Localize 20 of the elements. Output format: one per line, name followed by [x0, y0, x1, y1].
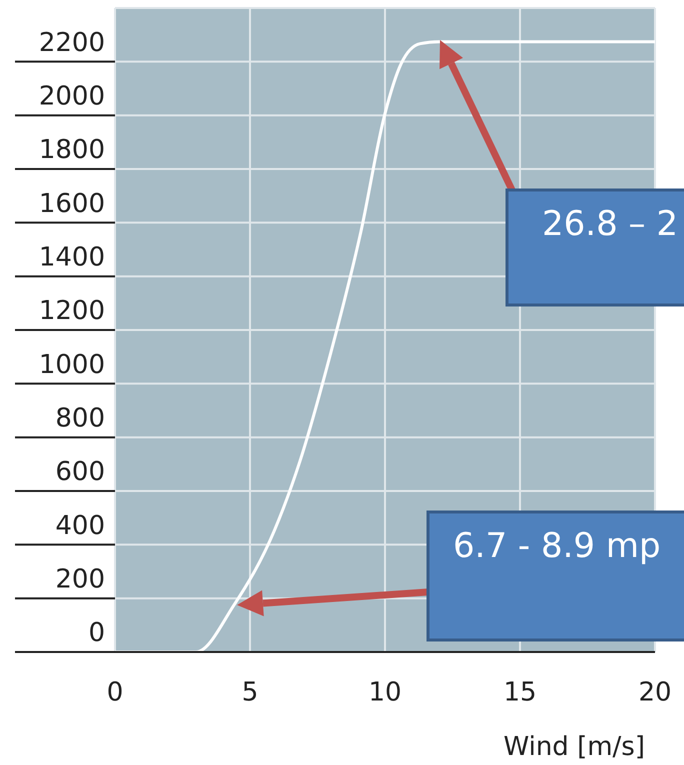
y-tick-label: 1000 — [38, 350, 105, 380]
y-tick-label: 1800 — [38, 135, 105, 166]
x-tick-label: 20 — [638, 677, 672, 708]
y-tick-label: 600 — [55, 457, 105, 488]
y-tick-label: 0 — [88, 618, 105, 648]
y-tick-label: 1600 — [38, 188, 105, 219]
y-tick-label: 1400 — [38, 242, 105, 273]
y-tick-label: 2200 — [38, 28, 105, 58]
x-tick-label: 10 — [368, 677, 402, 708]
y-tick-label: 2000 — [38, 82, 105, 112]
annotation: 6.7 - 8.9 mp — [453, 526, 661, 566]
y-tick-label: 800 — [55, 404, 105, 434]
x-tick-label: 0 — [106, 677, 124, 708]
x-tick-label: 15 — [503, 677, 537, 708]
annotation: 26.8 – 2 — [542, 204, 678, 244]
x-tick-label: 5 — [242, 677, 258, 708]
y-tick-label: 400 — [55, 510, 105, 541]
y-tick-label: 1200 — [38, 296, 105, 326]
y-tick-label: 200 — [55, 564, 105, 595]
x-axis-title: Wind [m/s] — [503, 732, 645, 762]
